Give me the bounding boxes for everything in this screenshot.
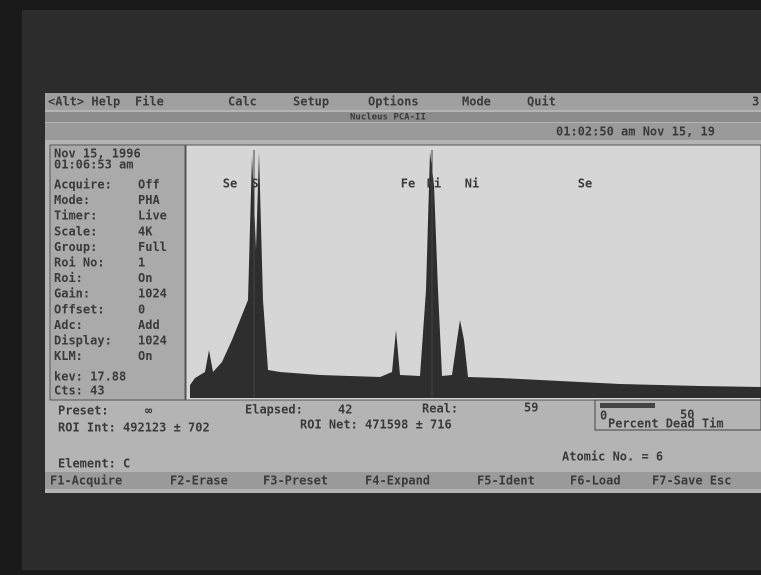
peak-label: S: [251, 177, 258, 191]
clock: 01:02:50 am Nov 15, 19: [556, 125, 715, 139]
menu-item[interactable]: 3: [752, 95, 759, 109]
preset-label: Preset:: [58, 404, 109, 418]
setting-label: Gain:: [54, 287, 90, 301]
peak-label: Se: [223, 177, 237, 191]
setting-label: Scale:: [54, 224, 97, 238]
setting-value: On: [138, 271, 152, 285]
setting-value: Live: [138, 209, 167, 223]
setting-label: Group:: [54, 240, 97, 254]
elapsed-value: 42: [338, 403, 352, 417]
dead-time-level: [600, 403, 655, 408]
setting-value: Full: [138, 240, 167, 254]
elapsed-label: Elapsed:: [245, 403, 303, 417]
gauge-min: 0: [600, 409, 607, 423]
setting-label: Acquire:: [54, 178, 112, 192]
setting-label: Roi:: [54, 271, 83, 285]
setting-value: 4K: [138, 224, 153, 238]
setting-label: Mode:: [54, 193, 90, 207]
setting-label: Roi No:: [54, 256, 105, 270]
atomic-number: Atomic No. = 6: [562, 450, 663, 464]
real-value: 59: [524, 401, 538, 415]
setting-label: Display:: [54, 334, 112, 348]
peak-label: Se: [578, 177, 592, 191]
menu-item[interactable]: Calc: [228, 95, 257, 109]
menu-item[interactable]: Quit: [527, 95, 556, 109]
setting-label: KLM:: [54, 349, 83, 363]
function-key[interactable]: F3-Preset: [263, 474, 328, 488]
roi-integral: ROI Int: 492123 ± 702: [58, 421, 210, 435]
preset-value: ∞: [145, 404, 153, 418]
status-panel: [49, 144, 186, 401]
menu-item[interactable]: File: [135, 95, 164, 109]
element: Element: C: [58, 457, 130, 471]
setting-value: PHA: [138, 193, 160, 207]
menu-item[interactable]: <Alt> Help: [48, 95, 120, 109]
menu-item[interactable]: Mode: [462, 95, 491, 109]
counts-readout: Cts: 43: [54, 384, 105, 398]
function-key[interactable]: F6-Load: [570, 474, 621, 488]
time: 01:06:53 am: [54, 158, 133, 172]
peak-label: Ni: [465, 177, 479, 191]
setting-label: Adc:: [54, 318, 83, 332]
setting-value: 0: [138, 302, 145, 316]
kev-readout: kev: 17.88: [54, 370, 126, 384]
title-bar: [45, 112, 761, 122]
setting-value: 1024: [138, 287, 167, 301]
peak-label: Ni: [427, 177, 441, 191]
window-title: Nucleus PCA-II: [350, 113, 426, 123]
gauge-mid: 50: [680, 408, 694, 422]
function-key[interactable]: F7-Save Esc: [652, 474, 731, 488]
peak-label: Fe: [401, 177, 415, 191]
setting-value: 1024: [138, 334, 167, 348]
date: Nov 15, 1996: [54, 147, 141, 161]
clock-bar: [45, 123, 761, 140]
setting-value: Add: [138, 318, 160, 332]
function-bar: [45, 472, 761, 489]
roi-net: ROI Net: 471598 ± 716: [300, 418, 452, 432]
function-key[interactable]: F4-Expand: [365, 474, 430, 488]
real-label: Real:: [422, 402, 458, 416]
setting-label: Timer:: [54, 209, 97, 223]
menu-item[interactable]: Options: [368, 95, 419, 109]
setting-value: On: [138, 349, 152, 363]
function-key[interactable]: F5-Ident: [477, 474, 535, 488]
function-key[interactable]: F1-Acquire: [50, 474, 122, 488]
dead-time-gauge: [594, 399, 761, 431]
spectrum-area: [185, 144, 761, 401]
gauge-label: Percent Dead Tim: [608, 417, 724, 431]
function-key[interactable]: F2-Erase: [170, 474, 228, 488]
spectrum: [190, 152, 761, 398]
menu-bar: [45, 93, 761, 110]
setting-value: Off: [138, 178, 160, 192]
menu-item[interactable]: Setup: [293, 95, 329, 109]
setting-label: Offset:: [54, 302, 105, 316]
setting-value: 1: [138, 256, 145, 270]
